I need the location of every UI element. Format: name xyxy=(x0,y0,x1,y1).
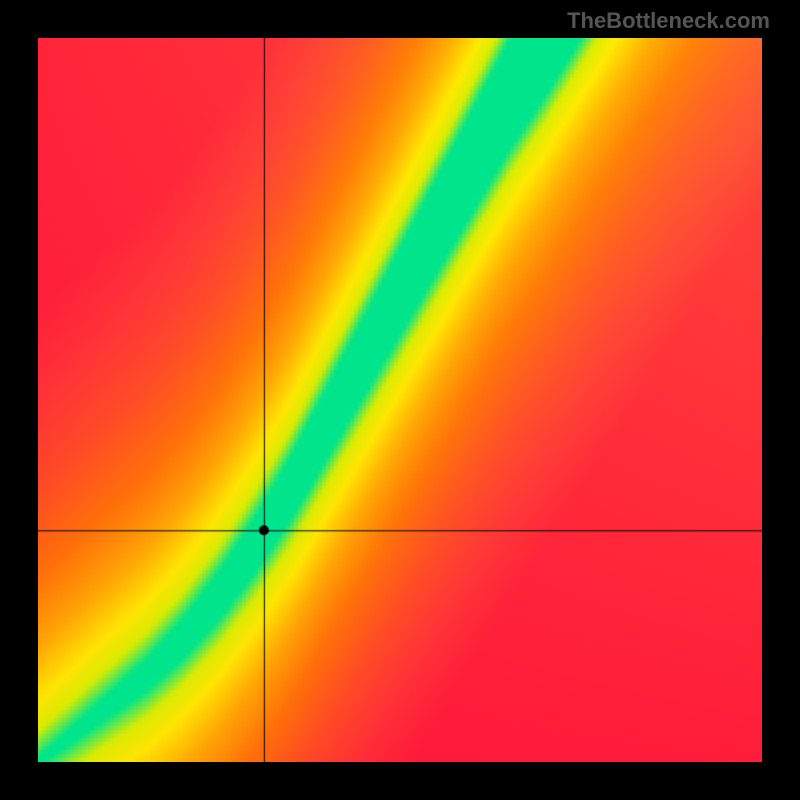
bottleneck-heatmap xyxy=(38,38,762,762)
chart-container: TheBottleneck.com xyxy=(0,0,800,800)
watermark-text: TheBottleneck.com xyxy=(567,8,770,34)
